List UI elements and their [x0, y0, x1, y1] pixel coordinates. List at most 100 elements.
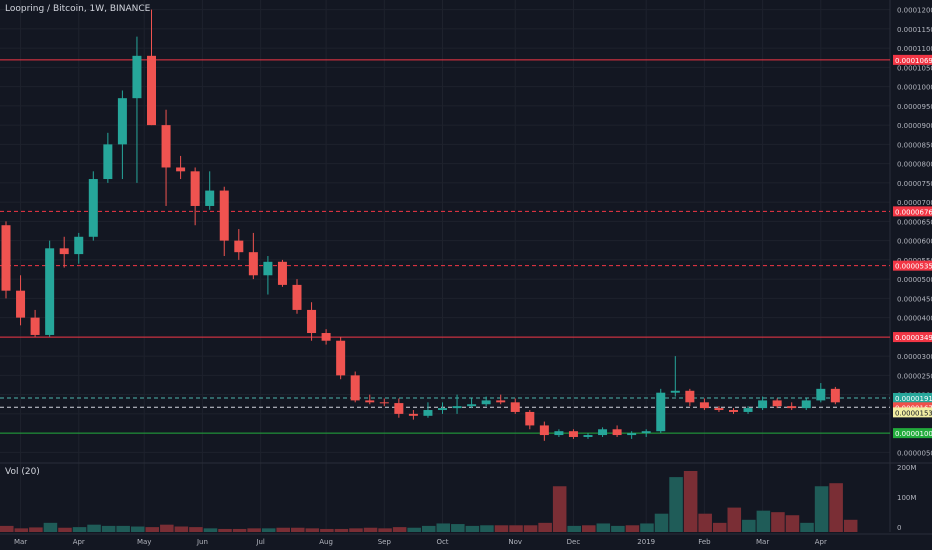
candle-body	[103, 144, 113, 180]
volume-bar	[611, 525, 625, 532]
volume-bar	[669, 477, 683, 532]
volume-bar	[552, 486, 567, 532]
volume-tick-label: 200M	[897, 464, 916, 472]
price-tick-label: 0.00004500	[897, 295, 932, 303]
candle-body	[423, 410, 433, 416]
volume-bar	[698, 513, 712, 532]
volume-bar	[145, 527, 160, 532]
volume-tick-label: 0	[897, 524, 901, 532]
level-label-box	[893, 392, 932, 403]
volume-bar	[363, 527, 378, 532]
time-tick-label: Feb	[698, 538, 711, 546]
candle-body	[219, 190, 229, 241]
volume-bar	[523, 525, 538, 532]
volume-bar	[14, 528, 29, 532]
volume-bar	[232, 528, 247, 532]
candle-body	[452, 406, 462, 409]
time-tick-label: Jun	[196, 538, 208, 546]
price-tick-label: 0.00009000	[897, 122, 932, 130]
level-label-box	[893, 428, 932, 439]
candle-body	[117, 98, 127, 145]
volume-bar	[160, 524, 174, 532]
volume-bar	[727, 507, 742, 532]
time-tick-label: Apr	[815, 538, 827, 546]
volume-bar	[494, 525, 509, 532]
candle-body	[772, 400, 782, 407]
volume-bar	[829, 483, 843, 532]
level-label-box	[893, 54, 932, 65]
candle-body	[277, 261, 287, 285]
candle-body	[176, 167, 186, 172]
volume-label: Vol (20)	[5, 467, 40, 477]
volume-bar	[785, 515, 800, 532]
level-label-box	[893, 332, 932, 343]
candle-body	[510, 402, 520, 412]
candle-body	[190, 171, 200, 206]
volume-bar	[451, 524, 465, 532]
volume-bar	[843, 519, 858, 532]
candle-body	[438, 408, 447, 411]
candle-body	[729, 410, 738, 412]
candle-body	[598, 429, 608, 436]
candle-body	[205, 190, 215, 206]
price-tick-label: 0.00004000	[897, 315, 932, 323]
volume-bar	[0, 525, 14, 532]
volume-bar	[567, 525, 581, 532]
candle-body	[496, 400, 506, 403]
time-tick-label: May	[137, 538, 151, 546]
candle-body	[787, 406, 797, 409]
candle-body	[45, 248, 55, 335]
candle-body	[234, 240, 244, 253]
candle-body	[59, 248, 69, 255]
volume-bar	[189, 527, 203, 532]
volume-bar	[771, 512, 785, 532]
time-tick-label: Nov	[508, 538, 522, 546]
volume-bar	[349, 528, 363, 532]
time-tick-label: Jul	[255, 538, 265, 546]
volume-bar	[800, 522, 814, 532]
volume-bar	[392, 527, 407, 532]
candle-body	[147, 55, 156, 126]
candle-body	[1, 225, 11, 291]
price-tick-label: 0.00000500	[897, 449, 932, 457]
price-tick-label: 0.00011500	[897, 26, 932, 34]
volume-tick-label: 100M	[897, 494, 916, 502]
volume-bar	[640, 523, 654, 532]
time-tick-label: Mar	[14, 538, 27, 546]
volume-bar	[436, 523, 451, 532]
price-tick-label: 0.00010500	[897, 64, 932, 72]
volume-bar	[596, 523, 611, 532]
volume-bar	[756, 510, 771, 532]
volume-bar	[480, 525, 494, 532]
candle-body	[830, 388, 840, 403]
price-tick-label: 0.00005000	[897, 276, 932, 284]
price-tick-label: 0.00002500	[897, 372, 932, 380]
price-tick-label: 0.00009500	[897, 103, 932, 111]
volume-bar	[712, 522, 727, 532]
candle-body	[758, 400, 768, 409]
candle-body	[627, 433, 637, 436]
level-label: 0.00001539	[895, 409, 932, 417]
level-label-box	[893, 206, 932, 217]
candle-body	[670, 390, 680, 393]
price-tick-label: 0.00008000	[897, 161, 932, 169]
candle-body	[88, 179, 98, 237]
price-tick-label: 0.00006500	[897, 218, 932, 226]
level-label-box	[893, 407, 932, 418]
price-tick-label: 0.00012000	[897, 7, 932, 15]
volume-bar	[174, 526, 189, 532]
price-tick-label: 0.00011000	[897, 45, 932, 53]
candle-body	[16, 290, 26, 318]
candle-body	[307, 309, 317, 334]
volume-bar	[130, 526, 145, 532]
volume-bar	[247, 528, 261, 532]
candle-body	[408, 413, 418, 416]
time-tick-label: Apr	[73, 538, 85, 546]
candle-body	[554, 431, 564, 436]
candle-body	[481, 400, 491, 405]
candle-body	[801, 400, 811, 409]
candle-body	[350, 375, 360, 401]
candle-body	[656, 392, 666, 432]
volume-bar	[625, 525, 640, 532]
